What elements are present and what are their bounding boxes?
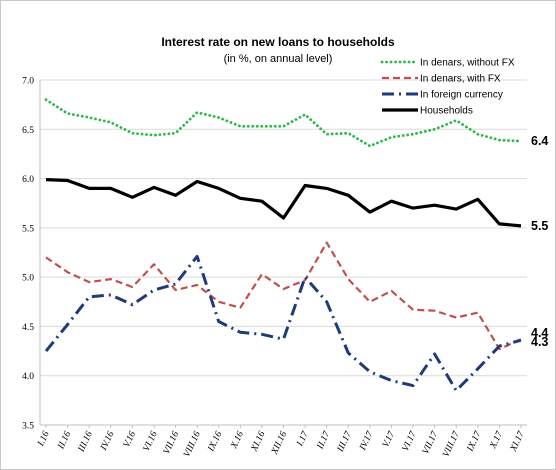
y-axis: 3.5 4.0 4.5 5.0 5.5 6.0 6.5 7.0 bbox=[22, 77, 41, 432]
x-axis: I.16 II.16 III.16 IV.16 V.16 VI.16 VII.16 VIII.… bbox=[36, 424, 527, 459]
legend-label: In denars, with FX bbox=[420, 74, 501, 85]
y-tick-label: 3.5 bbox=[22, 422, 34, 432]
y-tick-label: 6.0 bbox=[22, 175, 34, 185]
series-lines bbox=[44, 98, 523, 392]
legend-label: Households bbox=[420, 106, 473, 117]
series-line-2 bbox=[44, 254, 522, 392]
legend-label: In foreign currency bbox=[420, 90, 503, 101]
y-tick-label: 4.0 bbox=[22, 372, 34, 382]
end-value-label: 4.3 bbox=[531, 335, 548, 349]
legend: In denars, without FX In denars, with FX I… bbox=[380, 58, 515, 117]
legend-label: In denars, without FX bbox=[420, 58, 515, 69]
y-tick-label: 6.5 bbox=[22, 126, 34, 136]
end-value-label: 6.4 bbox=[531, 134, 548, 148]
y-tick-label: 5.5 bbox=[22, 224, 34, 234]
series-line-0 bbox=[44, 98, 523, 148]
end-labels: 6.4 4.44.3 5.5 bbox=[531, 134, 548, 349]
gridlines bbox=[40, 79, 527, 426]
y-tick-label: 7.0 bbox=[22, 77, 34, 87]
y-tick-label: 4.5 bbox=[22, 323, 34, 333]
end-value-label: 5.5 bbox=[531, 219, 548, 233]
chart-title: Interest rate on new loans to households bbox=[161, 35, 395, 49]
series-line-3 bbox=[45, 178, 522, 228]
chart-subtitle: (in %, on annual level) bbox=[224, 53, 333, 65]
y-tick-label: 5.0 bbox=[22, 274, 34, 284]
series-line-1 bbox=[45, 241, 522, 351]
end-value-label: 4.4 bbox=[531, 326, 548, 340]
